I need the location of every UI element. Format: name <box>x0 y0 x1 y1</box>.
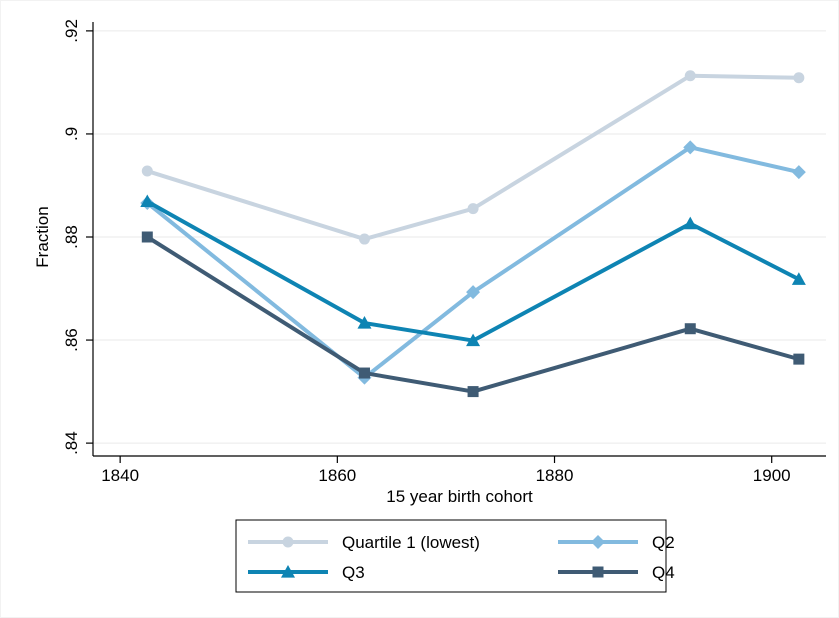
series-1-point <box>358 233 370 245</box>
legend-swatch-marker <box>281 565 295 578</box>
series-3 <box>140 194 806 347</box>
series-1 <box>141 70 805 245</box>
y-tick-label: .84 <box>62 431 81 455</box>
y-tick-label: .92 <box>62 19 81 43</box>
legend: Quartile 1 (lowest) Q2 Q3 Q4 <box>235 519 675 593</box>
legend-item-3: Q3 <box>248 563 365 582</box>
series-4-point <box>793 353 805 365</box>
series-3-point <box>683 216 698 230</box>
series-3-point <box>140 194 155 208</box>
series-2-point <box>466 285 481 300</box>
series-4 <box>141 231 805 398</box>
series-3-point <box>466 333 481 347</box>
series-4-point <box>141 231 153 243</box>
legend-item-4: Q4 <box>558 563 675 582</box>
x-tick-label: 1860 <box>318 466 356 485</box>
x-axis-label: 15 year birth cohort <box>386 487 533 506</box>
series-1-point <box>141 165 153 177</box>
series-3-point <box>791 272 806 285</box>
legend-label: Q2 <box>652 533 675 552</box>
series-1-point <box>467 203 479 215</box>
legend-swatch-marker <box>592 566 604 578</box>
legend-label: Quartile 1 (lowest) <box>342 533 480 552</box>
legend-label: Q4 <box>652 563 675 582</box>
series-2-point <box>683 140 698 155</box>
x-tick-label: 1900 <box>753 466 791 485</box>
legend-swatch-marker <box>591 535 605 549</box>
y-axis-label: Fraction <box>33 206 52 267</box>
series-3-point <box>357 316 372 329</box>
x-tick-label: 1880 <box>536 466 574 485</box>
legend-item-1: Quartile 1 (lowest) <box>248 533 480 552</box>
y-tick-label: .86 <box>62 328 81 352</box>
legend-label: Q3 <box>342 563 365 582</box>
series-1-point <box>793 72 805 84</box>
legend-box <box>235 519 667 593</box>
legend-item-2: Q2 <box>558 533 675 552</box>
series-4-point <box>467 386 479 398</box>
series-1-point <box>684 70 696 82</box>
y-tick-label: .9 <box>62 127 81 141</box>
legend-swatch-marker <box>282 536 294 548</box>
series-2-point <box>791 165 806 180</box>
series-4-point <box>684 323 696 335</box>
x-tick-label: 1840 <box>101 466 139 485</box>
series-4-point <box>358 367 370 379</box>
y-tick-label: .88 <box>62 225 81 249</box>
